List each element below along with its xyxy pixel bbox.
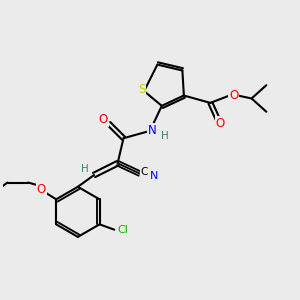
Text: S: S bbox=[138, 83, 146, 96]
Text: Cl: Cl bbox=[117, 225, 128, 235]
Text: N: N bbox=[150, 171, 158, 181]
Text: C: C bbox=[140, 167, 148, 177]
Text: H: H bbox=[81, 164, 88, 173]
Text: O: O bbox=[229, 89, 239, 102]
Text: O: O bbox=[215, 117, 225, 130]
Text: O: O bbox=[99, 113, 108, 127]
Text: O: O bbox=[37, 183, 46, 196]
Text: N: N bbox=[148, 124, 157, 137]
Text: H: H bbox=[161, 131, 169, 141]
